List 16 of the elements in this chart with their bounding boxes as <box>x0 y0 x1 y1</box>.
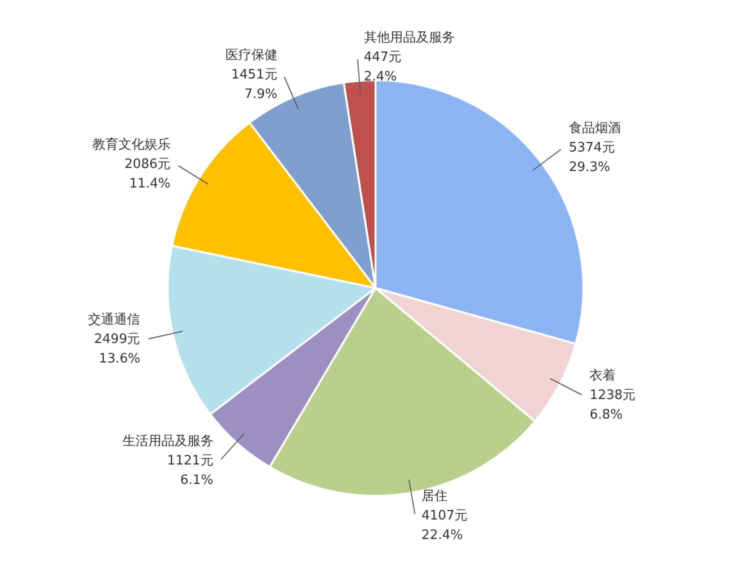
data-label: 5374元 29.3% <box>568 140 615 176</box>
slice-label: 医疗保健 <box>225 48 278 64</box>
slice-label: 交通通信 <box>88 311 140 328</box>
data-label: 4107元 22.4% <box>421 508 468 543</box>
data-label: 2086元 11.4% <box>124 157 171 192</box>
data-label: 1121元 6.1% <box>167 453 214 488</box>
data-label: 447元 2.4% <box>364 50 402 84</box>
slice-label: 生活用品及服务 <box>122 434 214 449</box>
data-label: 1451元 7.9% <box>231 68 278 102</box>
slice-label: 居住 <box>421 488 448 504</box>
slice-label: 其他用品及服务 <box>364 30 455 46</box>
data-label: 2499元 13.6% <box>94 332 140 366</box>
slice-label: 教育文化娱乐 <box>92 136 171 153</box>
slice-label: 食品烟酒 <box>568 121 621 136</box>
data-label: 1238元 6.8% <box>590 388 636 423</box>
slice-label: 衣着 <box>590 368 616 384</box>
